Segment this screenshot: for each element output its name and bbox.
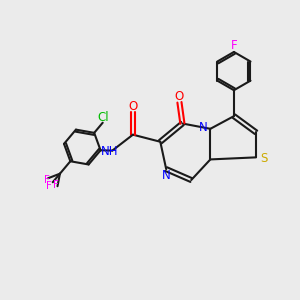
Text: O: O bbox=[175, 90, 184, 103]
Text: F: F bbox=[231, 39, 237, 52]
Text: F: F bbox=[44, 175, 50, 185]
Text: Cl: Cl bbox=[97, 111, 109, 124]
Text: NH: NH bbox=[101, 145, 119, 158]
Text: F: F bbox=[53, 180, 59, 190]
Text: N: N bbox=[162, 169, 171, 182]
Text: O: O bbox=[128, 100, 137, 113]
Text: S: S bbox=[261, 152, 268, 165]
Text: F: F bbox=[46, 181, 52, 191]
Text: N: N bbox=[199, 121, 207, 134]
